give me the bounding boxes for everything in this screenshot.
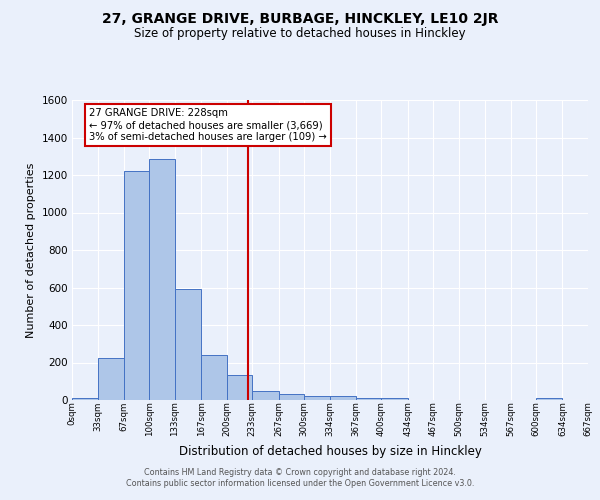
Text: 27 GRANGE DRIVE: 228sqm
← 97% of detached houses are smaller (3,669)
3% of semi-: 27 GRANGE DRIVE: 228sqm ← 97% of detache… [89, 108, 327, 142]
Bar [72, 398, 98, 400]
Bar [278, 394, 304, 400]
Bar [149, 159, 175, 400]
Bar [356, 398, 382, 400]
Text: Size of property relative to detached houses in Hinckley: Size of property relative to detached ho… [134, 28, 466, 40]
Bar [536, 398, 562, 400]
Bar [201, 356, 227, 400]
Bar [304, 396, 331, 400]
Bar [331, 396, 356, 400]
Bar [175, 289, 201, 400]
Text: Contains HM Land Registry data © Crown copyright and database right 2024.
Contai: Contains HM Land Registry data © Crown c… [126, 468, 474, 487]
Bar [227, 374, 252, 400]
Text: 27, GRANGE DRIVE, BURBAGE, HINCKLEY, LE10 2JR: 27, GRANGE DRIVE, BURBAGE, HINCKLEY, LE1… [102, 12, 498, 26]
Bar [382, 398, 408, 400]
Bar [98, 358, 124, 400]
Bar [124, 171, 149, 400]
X-axis label: Distribution of detached houses by size in Hinckley: Distribution of detached houses by size … [179, 444, 481, 458]
Y-axis label: Number of detached properties: Number of detached properties [26, 162, 36, 338]
Bar [252, 390, 278, 400]
